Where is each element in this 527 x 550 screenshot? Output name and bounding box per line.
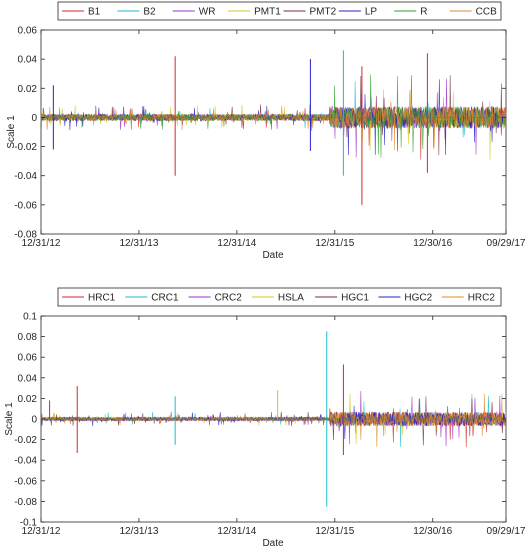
y-axis-label-top: Scale 1 — [6, 115, 17, 149]
legend-label-crc2: CRC2 — [215, 293, 243, 304]
legend-top: B1 B2 WR PMT1 PMT2 LP R CCB — [57, 1, 502, 21]
x-tick-label: 12/31/14 — [217, 238, 256, 249]
series-line-ccb — [40, 89, 507, 150]
x-tick-label: 12/31/12 — [22, 238, 61, 249]
legend-label-ccb: CCB — [476, 7, 497, 18]
x-tick-label: 12/31/15 — [315, 238, 354, 249]
y-ticks-bottom: -0.1 -0.08 -0.06 -0.04 -0.02 0 0.02 0.04 0.06 0.0… — [14, 312, 506, 529]
x-tick-label: 12/31/12 — [22, 526, 61, 537]
legend-label-hrc1: HRC1 — [88, 293, 116, 304]
x-ticks-bottom: 12/31/12 12/31/13 12/31/14 12/31/15 12/30/16… — [22, 316, 526, 537]
series-line-r — [40, 74, 507, 158]
x-tick-label: 12/31/13 — [119, 526, 158, 537]
legend-label-wr: WR — [199, 7, 216, 18]
y-tick-label: 0.04 — [18, 373, 38, 384]
y-tick-label: -0.04 — [14, 456, 37, 467]
y-tick-label: -0.08 — [14, 497, 37, 508]
traces-top — [40, 50, 507, 205]
y-tick-label: 0.1 — [23, 312, 37, 323]
y-tick-label: 0.06 — [18, 26, 38, 37]
legend-label-hgc1: HGC1 — [341, 293, 369, 304]
x-axis-label-top: Date — [262, 250, 284, 261]
x-tick-label: 09/29/17 — [487, 526, 526, 537]
y-tick-label: -0.02 — [14, 142, 37, 153]
x-tick-label: 12/31/15 — [315, 526, 354, 537]
legend-bottom: HRC1 CRC1 CRC2 HSLA HGC1 HGC2 HRC2 — [57, 287, 502, 307]
series-line-hrc2 — [40, 393, 507, 448]
y-tick-label: 0 — [31, 415, 37, 426]
x-ticks-top: 12/31/12 12/31/13 12/31/14 12/31/15 12/30/16… — [22, 30, 526, 249]
y-tick-label: -0.08 — [14, 230, 37, 241]
y-tick-label: -0.02 — [14, 435, 37, 446]
x-tick-label: 12/31/14 — [217, 526, 256, 537]
y-tick-label: 0.04 — [18, 55, 38, 66]
legend-label-hrc2: HRC2 — [468, 293, 496, 304]
x-tick-label: 09/29/17 — [487, 238, 526, 249]
y-tick-label: 0.06 — [18, 353, 38, 364]
y-tick-label: 0 — [31, 113, 37, 124]
legend-label-lp: LP — [365, 7, 378, 18]
panel-top: -0.08 -0.06 -0.04 -0.02 0 0.02 0.04 0.06 12/31/… — [6, 1, 526, 261]
x-tick-label: 12/31/13 — [119, 238, 158, 249]
y-tick-label: 0.02 — [18, 394, 38, 405]
plot-area-top — [40, 29, 507, 235]
y-ticks-top: -0.08 -0.06 -0.04 -0.02 0 0.02 0.04 0.06 — [14, 26, 506, 241]
y-tick-label: -0.04 — [14, 171, 37, 182]
x-axis-label-bottom: Date — [262, 538, 284, 549]
legend-label-hsla: HSLA — [278, 293, 304, 304]
y-tick-label: -0.1 — [20, 518, 38, 529]
legend-label-hgc2: HGC2 — [404, 293, 432, 304]
y-tick-label: -0.06 — [14, 200, 37, 211]
y-axis-label-bottom: Scale 1 — [4, 402, 15, 436]
y-tick-label: 0.02 — [18, 84, 38, 95]
x-tick-label: 12/30/16 — [413, 526, 452, 537]
traces-bottom — [40, 331, 507, 507]
panel-bottom: -0.1 -0.08 -0.06 -0.04 -0.02 0 0.02 0.04 0.06 0.0… — [4, 287, 526, 549]
y-tick-label: 0.08 — [18, 332, 38, 343]
legend-label-crc1: CRC1 — [151, 293, 179, 304]
legend-box — [57, 287, 502, 307]
legend-box — [57, 1, 502, 21]
legend-label-pmt1: PMT1 — [254, 7, 281, 18]
x-tick-label: 12/30/16 — [413, 238, 452, 249]
legend-label-pmt2: PMT2 — [310, 7, 337, 18]
y-tick-label: -0.06 — [14, 476, 37, 487]
legend-label-b2: B2 — [143, 7, 156, 18]
legend-label-r: R — [420, 7, 427, 18]
legend-label-b1: B1 — [88, 7, 101, 18]
